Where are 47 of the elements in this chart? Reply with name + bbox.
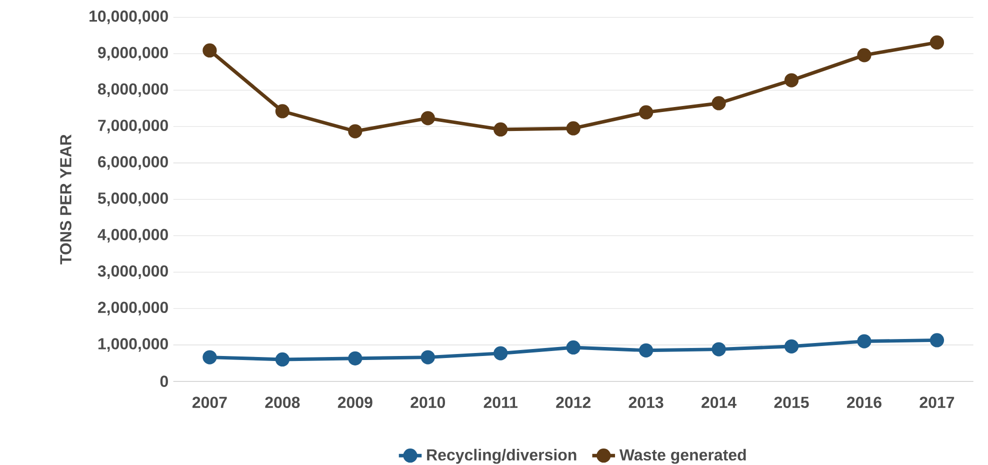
y-axis-title: TONS PER YEAR: [60, 134, 72, 264]
x-tick-label: 2017: [920, 396, 954, 408]
point: [857, 334, 872, 348]
point: [202, 43, 217, 58]
y-tick-label: 3,000,000: [98, 265, 168, 279]
y-tick-label: 0: [160, 376, 168, 387]
point: [930, 35, 944, 50]
x-tick-label: 2015: [774, 396, 809, 408]
y-tick-label: 4,000,000: [98, 228, 168, 242]
y-tick-label: 7,000,000: [98, 120, 168, 134]
point: [494, 122, 508, 136]
legend-label: Recycling/diversion: [427, 448, 576, 464]
point: [275, 352, 290, 366]
point: [857, 48, 872, 62]
y-tick-label: 5,000,000: [98, 192, 168, 206]
point: [202, 350, 217, 364]
point: [348, 124, 362, 138]
x-tick-label: 2008: [265, 396, 300, 408]
point: [930, 332, 944, 348]
x-tick-label: 2012: [556, 396, 590, 408]
x-tick-label: 2013: [628, 396, 664, 408]
x-tick-label: 2010: [410, 396, 446, 408]
point: [638, 105, 654, 120]
point: [784, 73, 799, 88]
y-tick-label: 10,000,000: [90, 10, 168, 24]
point: [712, 96, 726, 110]
point: [566, 340, 580, 354]
point: [275, 104, 290, 118]
y-tick-label: 9,000,000: [98, 46, 168, 60]
x-tick-label: 2007: [192, 396, 227, 408]
point: [348, 351, 362, 366]
point: [420, 350, 435, 364]
x-tick-label: 2011: [484, 396, 518, 408]
x-tick-label: 2009: [338, 396, 372, 408]
point: [420, 110, 435, 126]
legend-label: Waste generated: [619, 448, 746, 464]
x-tick-label: 2016: [847, 396, 882, 408]
y-tick-label: 6,000,000: [98, 156, 168, 170]
point: [638, 343, 654, 358]
y-tick-label: 1,000,000: [98, 338, 168, 352]
point: [712, 342, 726, 356]
point: [494, 346, 508, 360]
x-tick-label: 2014: [702, 396, 736, 408]
point: [784, 339, 799, 354]
y-tick-label: 2,000,000: [98, 302, 168, 316]
point: [566, 121, 580, 136]
y-tick-label: 8,000,000: [98, 83, 168, 97]
